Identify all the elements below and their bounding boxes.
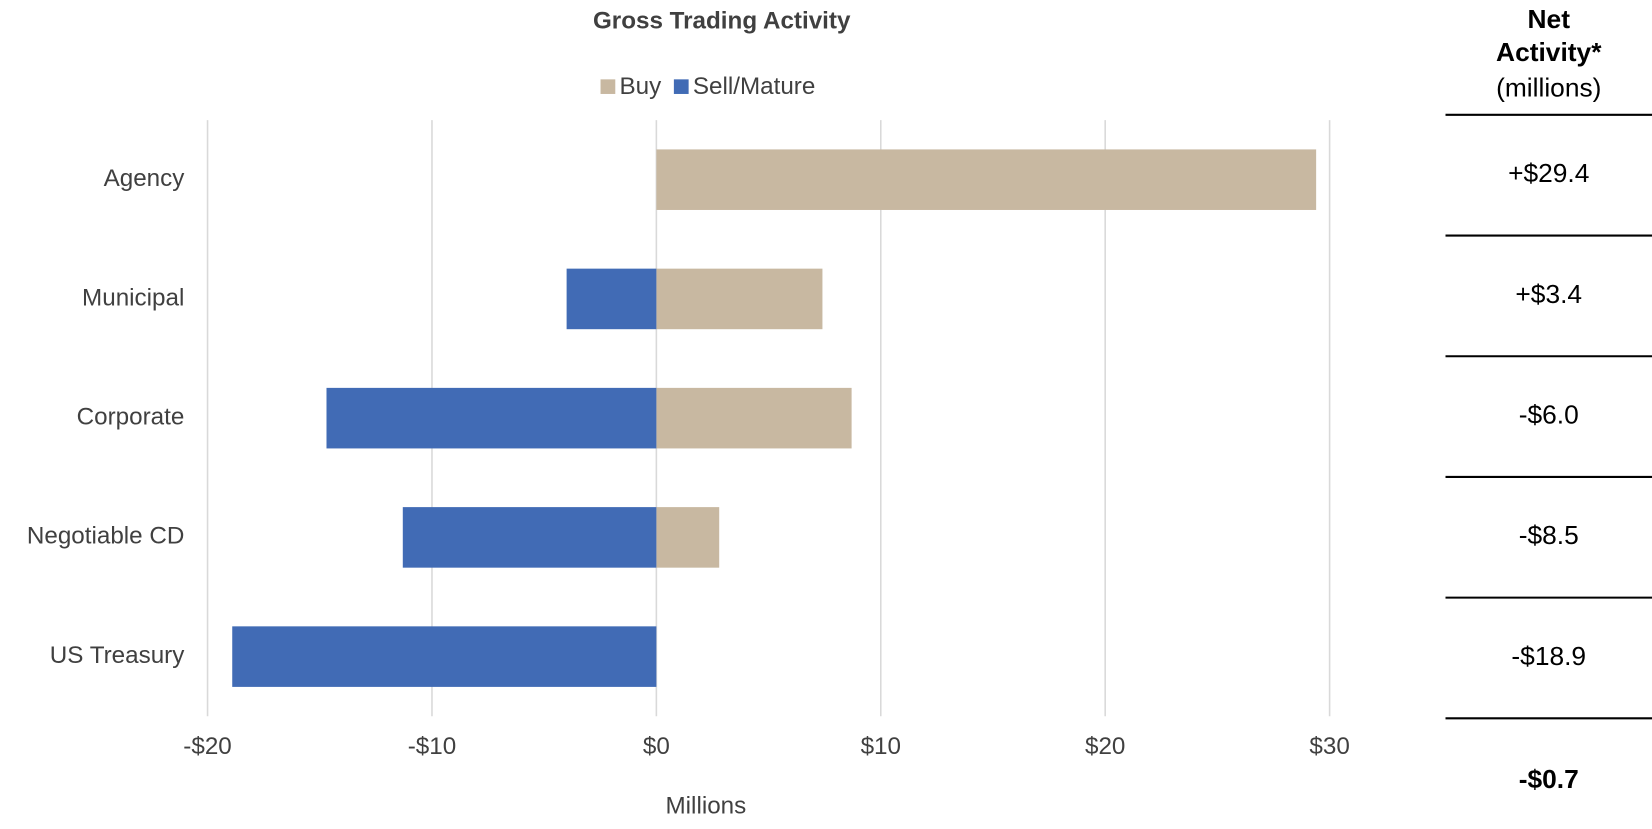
table-cell: -$8.5 xyxy=(1519,520,1579,550)
x-tick-label: -$20 xyxy=(183,733,231,760)
x-tick-label: $0 xyxy=(643,733,670,760)
x-tick-label: -$10 xyxy=(408,733,456,760)
y-tick-label: US Treasury xyxy=(50,642,185,669)
table-title: Activity* xyxy=(1496,37,1602,67)
legend-swatch xyxy=(673,79,689,94)
table-cell: -$18.9 xyxy=(1511,641,1586,671)
legend-swatch xyxy=(600,79,616,94)
legend-label: Sell/Mature xyxy=(693,73,815,100)
table-cell: +$29.4 xyxy=(1508,158,1589,188)
y-tick-label: Corporate xyxy=(77,404,185,431)
x-tick-label: $10 xyxy=(861,733,901,760)
bar xyxy=(656,387,852,449)
table-cell: +$3.4 xyxy=(1515,279,1582,309)
table-subtitle: (millions) xyxy=(1496,73,1601,103)
bar xyxy=(656,268,823,330)
y-tick-label: Agency xyxy=(104,165,185,192)
table-total: -$0.7 xyxy=(1519,764,1579,794)
bar xyxy=(232,626,657,687)
chart-title: Gross Trading Activity xyxy=(593,7,851,34)
x-axis-title: Millions xyxy=(666,793,747,820)
x-tick-label: $20 xyxy=(1085,733,1125,760)
bar xyxy=(402,507,657,568)
x-tick-label: $30 xyxy=(1309,733,1349,760)
table-cell: -$6.0 xyxy=(1519,400,1579,430)
bar xyxy=(656,149,1317,210)
table-title: Net xyxy=(1528,4,1571,34)
y-tick-label: Municipal xyxy=(82,284,184,311)
y-tick-label: Negotiable CD xyxy=(27,523,185,550)
bar xyxy=(326,387,657,449)
bar xyxy=(566,268,657,330)
legend-label: Buy xyxy=(620,73,662,100)
bar xyxy=(656,507,720,568)
